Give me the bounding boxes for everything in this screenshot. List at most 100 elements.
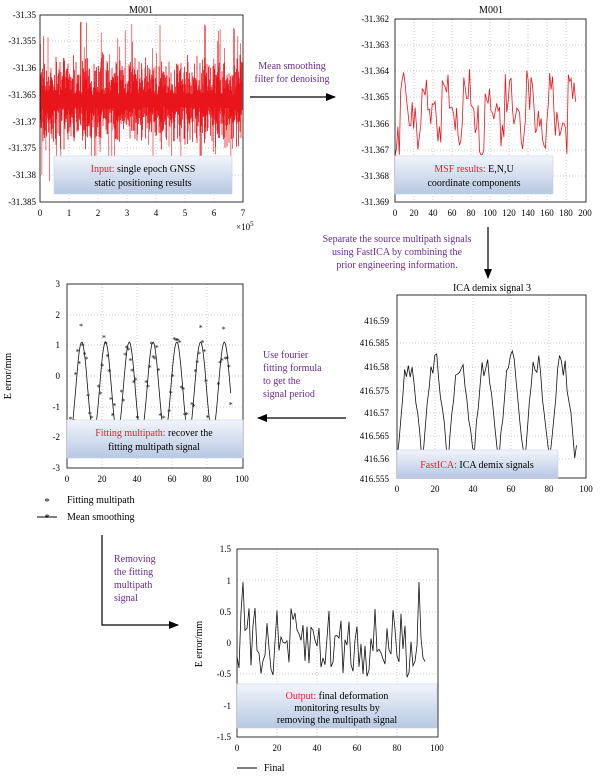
fitting-multipath-marker: * (176, 337, 180, 346)
panel2-ytick: -31.364 (361, 66, 389, 76)
panel5-frame (236, 548, 439, 738)
panel2-xtick: 140 (521, 208, 535, 218)
fitting-multipath-marker: * (204, 377, 208, 386)
panel5-ytick: -1 (224, 701, 232, 711)
panel1-xtick: 7 (241, 208, 246, 218)
msf-signal-trace (394, 69, 576, 156)
panel2-label-line2: coordinate components (427, 178, 520, 189)
panel5-x-ticks: 0 20 40 60 80 100 (235, 743, 445, 753)
fitting-multipath-marker: * (69, 415, 73, 424)
fitting-multipath-marker: * (174, 336, 178, 345)
arrow3-text-line3: to get the (263, 376, 301, 387)
panel4-xtick: 20 (98, 474, 108, 484)
panel1-xtick: 4 (154, 208, 159, 218)
panel2-xtick: 0 (393, 208, 398, 218)
panel2-label-box (394, 155, 554, 195)
panel1-y-ticks: -31.35 -31.355 -31.36 -31.365 -31.37 -31… (8, 10, 36, 207)
panel5-y-axis-label: E error/mm (194, 621, 205, 668)
fitting-multipath-marker: * (197, 350, 201, 359)
panel2-xtick: 120 (502, 208, 516, 218)
fitting-multipath-marker: * (153, 355, 157, 364)
arrow1-text-line2: filter for denoising (255, 74, 330, 85)
panel3-ytick: 416.58 (364, 362, 389, 372)
fitting-multipath-marker: * (172, 336, 176, 345)
panel2-grid (395, 19, 586, 202)
panel4-xtick: 80 (203, 474, 213, 484)
panel2-xtick: 100 (483, 208, 497, 218)
panel2-xtick: 80 (467, 208, 477, 218)
panel3-xtick: 20 (431, 484, 441, 494)
panel5-xtick: 0 (235, 743, 240, 753)
arrow-fourier: Use fourier fitting formula to get the s… (257, 350, 346, 422)
legend-star-marker: * (44, 512, 50, 524)
fitting-multipath-marker: * (157, 367, 161, 376)
panel4-label-box (66, 419, 244, 459)
panel3-ytick: 416.555 (360, 474, 390, 484)
panel4-ytick: 0 (56, 371, 61, 381)
arrow-smoothing: Mean smoothing filter for denoising (250, 61, 336, 101)
fitting-multipath-marker: * (107, 367, 111, 376)
fitting-multipath-marker: * (222, 325, 226, 334)
fitting-multipath-marker: * (227, 363, 231, 372)
fitting-multipath-marker: * (206, 414, 210, 423)
fitting-multipath-marker: * (229, 401, 233, 410)
panel3-signal (396, 349, 577, 467)
panel1-ytick: -31.355 (8, 36, 36, 46)
panel5-label-line3: removing the multipath signal (277, 715, 397, 726)
fitting-multipath-marker: * (135, 414, 139, 423)
panel1-label-line1: Input: single epoch GNSS (91, 164, 196, 175)
panel-fitting: ****************************************… (3, 279, 249, 524)
panel4-xtick: 0 (65, 474, 70, 484)
fitting-multipath-marker: * (199, 324, 203, 333)
fitting-multipath-marker: * (97, 383, 101, 392)
fitting-multipath-marker: * (183, 411, 187, 420)
fitting-multipath-marker: * (223, 355, 227, 364)
panel4-ytick: -2 (53, 432, 61, 442)
panel4-ytick: -1 (53, 402, 61, 412)
panel2-xtick: 60 (448, 208, 458, 218)
panel5-legend: Final (237, 763, 285, 774)
fitting-multipath-marker: * (178, 339, 182, 348)
fitting-multipath-marker: * (77, 360, 81, 369)
panel3-ytick: 416.585 (360, 338, 390, 348)
fitting-multipath-marker: * (169, 389, 173, 398)
panel4-ytick: 2 (56, 310, 61, 320)
fitting-multipath-marker: * (218, 359, 222, 368)
fitting-multipath-marker: * (128, 356, 132, 365)
panel2-xtick: 200 (578, 208, 592, 218)
panel2-frame (394, 18, 587, 203)
fitting-multipath-marker: * (79, 322, 83, 331)
panel4-legend: * Fitting multipath * Mean smoothing (37, 495, 135, 524)
panel4-y-ticks: 3 2 1 0 -1 -2 -3 (53, 279, 61, 473)
panel2-ytick: -31.369 (361, 197, 389, 207)
panel1-xtick: 1 (67, 208, 72, 218)
fitting-multipath-marker: * (106, 353, 110, 362)
panel3-ytick: 416.56 (364, 454, 389, 464)
panel5-label-line2: monitoring results by (294, 703, 380, 714)
panel2-ytick: -31.362 (361, 14, 389, 24)
panel3-y-ticks: 416.59 416.585 416.58 416.575 416.57 416… (360, 316, 390, 484)
panel5-signal (236, 581, 426, 678)
panel3-ytick: 416.57 (364, 408, 389, 418)
panel5-xtick: 100 (430, 743, 444, 753)
fitting-multipath-marker: * (123, 351, 127, 360)
arrow4-line (101, 535, 179, 629)
fitting-multipath-marker: * (179, 384, 183, 393)
panel5-xtick: 20 (273, 743, 283, 753)
panel2-xtick: 40 (429, 208, 439, 218)
panel-msf: M001 -31.362 -31.363 -31.364 -31.365 -31… (361, 5, 592, 218)
fitting-multipath-marker: * (146, 383, 150, 392)
panel1-ytick: -31.375 (8, 143, 36, 153)
fitting-multipath-marker: * (162, 414, 166, 423)
fitting-multipath-marker: * (111, 412, 115, 421)
fitting-multipath-marker: * (120, 388, 124, 397)
panel2-xtick: 160 (540, 208, 554, 218)
fitting-multipath-marker: * (74, 371, 78, 380)
fitting-multipath-marker: * (102, 333, 106, 342)
panel4-xtick: 60 (168, 474, 178, 484)
panel1-xtick: 2 (96, 208, 101, 218)
panel4-label-line1: Fitting multipath: recover the (95, 428, 213, 439)
fitting-multipath-marker: * (171, 373, 175, 382)
panel1-xtick: 6 (212, 208, 217, 218)
